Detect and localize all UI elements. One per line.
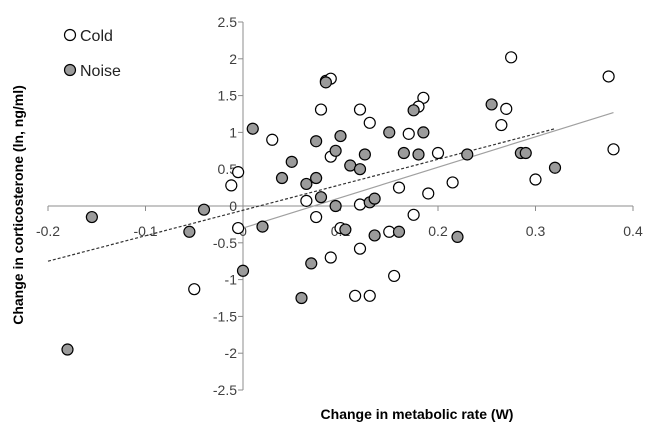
cold-point xyxy=(353,242,367,255)
noise-point xyxy=(61,343,74,356)
x-tick-label: 0.2 xyxy=(428,223,448,239)
noise-point xyxy=(368,192,381,205)
cold-point xyxy=(310,210,323,224)
y-tick-label: 2 xyxy=(229,51,237,67)
y-tick-label: 2.5 xyxy=(218,14,238,30)
noise-point xyxy=(461,148,474,161)
cold-point xyxy=(363,116,376,129)
cold-point xyxy=(529,173,542,186)
x-tick-label: 0.4 xyxy=(623,223,643,239)
noise-point xyxy=(383,126,396,139)
noise-point xyxy=(310,171,323,185)
noise-point xyxy=(329,144,342,157)
noise-point xyxy=(358,148,371,161)
noise-point xyxy=(519,146,532,160)
legend-cold-marker xyxy=(63,28,77,42)
noise-point xyxy=(285,155,298,168)
cold-point xyxy=(500,102,513,115)
y-axis-title: Change in corticosterone (ln, ng/ml) xyxy=(10,85,26,325)
cold-point xyxy=(232,221,245,235)
noise-point xyxy=(305,257,318,270)
noise-point xyxy=(417,126,430,139)
noise-point xyxy=(329,199,342,213)
cold-point xyxy=(402,127,415,140)
cold-point xyxy=(495,118,508,132)
noise-point xyxy=(451,230,464,244)
x-axis-title: Change in metabolic rate (W) xyxy=(321,406,514,422)
cold-point xyxy=(266,133,279,146)
cold-point xyxy=(422,187,435,200)
legend-noise-label: Noise xyxy=(80,63,121,80)
cold-point xyxy=(300,194,313,207)
noise-point xyxy=(548,161,562,174)
noise-point xyxy=(197,203,211,216)
cold-point xyxy=(363,289,376,302)
cold-point xyxy=(431,146,445,160)
noise-point xyxy=(310,135,323,148)
cold-point xyxy=(324,251,337,264)
cold-point xyxy=(188,283,201,296)
noise-point xyxy=(183,225,196,238)
data-points xyxy=(61,51,620,356)
noise-point xyxy=(334,129,347,143)
cold-point xyxy=(392,181,406,194)
noise-point xyxy=(246,122,259,135)
cold-point xyxy=(349,289,362,302)
noise-point xyxy=(319,76,332,89)
y-tick-label: 0 xyxy=(229,198,237,214)
cold-point xyxy=(505,51,518,64)
noise-point xyxy=(368,229,381,242)
noise-point xyxy=(397,146,410,160)
cold-point xyxy=(388,269,401,283)
noise-point xyxy=(412,148,425,161)
noise-point xyxy=(236,264,250,277)
noise-point xyxy=(256,220,269,233)
cold-point xyxy=(407,208,420,221)
y-tick-label: -2 xyxy=(225,345,238,361)
noise-point xyxy=(353,163,367,176)
noise-point xyxy=(300,177,313,191)
noise-point xyxy=(314,191,328,204)
cold-point xyxy=(225,179,238,192)
cold-point xyxy=(607,143,620,156)
x-tick-label: -0.1 xyxy=(133,223,157,239)
y-tick-label: -1.5 xyxy=(213,308,237,324)
y-tick-label: 1 xyxy=(229,124,237,140)
noise-point xyxy=(85,210,98,224)
noise-point xyxy=(392,225,406,238)
y-tick-label: -0.5 xyxy=(213,235,237,251)
noise-trendline xyxy=(47,128,556,262)
cold-point xyxy=(446,176,459,189)
noise-point xyxy=(407,104,420,117)
legend-cold-label: Cold xyxy=(80,28,113,45)
cold-point xyxy=(353,103,367,116)
legend: Cold Noise xyxy=(63,28,121,80)
legend-noise-marker xyxy=(63,63,77,77)
cold-trendline xyxy=(242,111,614,229)
cold-point xyxy=(353,198,367,211)
noise-point xyxy=(339,223,352,236)
y-tick-label: -2.5 xyxy=(213,382,237,398)
x-tick-label: 0.3 xyxy=(526,223,546,239)
noise-point xyxy=(275,171,289,185)
noise-point xyxy=(485,98,498,111)
cold-point xyxy=(232,166,245,179)
cold-point xyxy=(602,70,615,83)
noise-point xyxy=(295,291,308,305)
cold-point xyxy=(314,103,328,116)
y-tick-label: -1 xyxy=(225,272,238,288)
y-tick-label: 1.5 xyxy=(218,88,238,104)
x-tick-label: -0.2 xyxy=(36,223,60,239)
